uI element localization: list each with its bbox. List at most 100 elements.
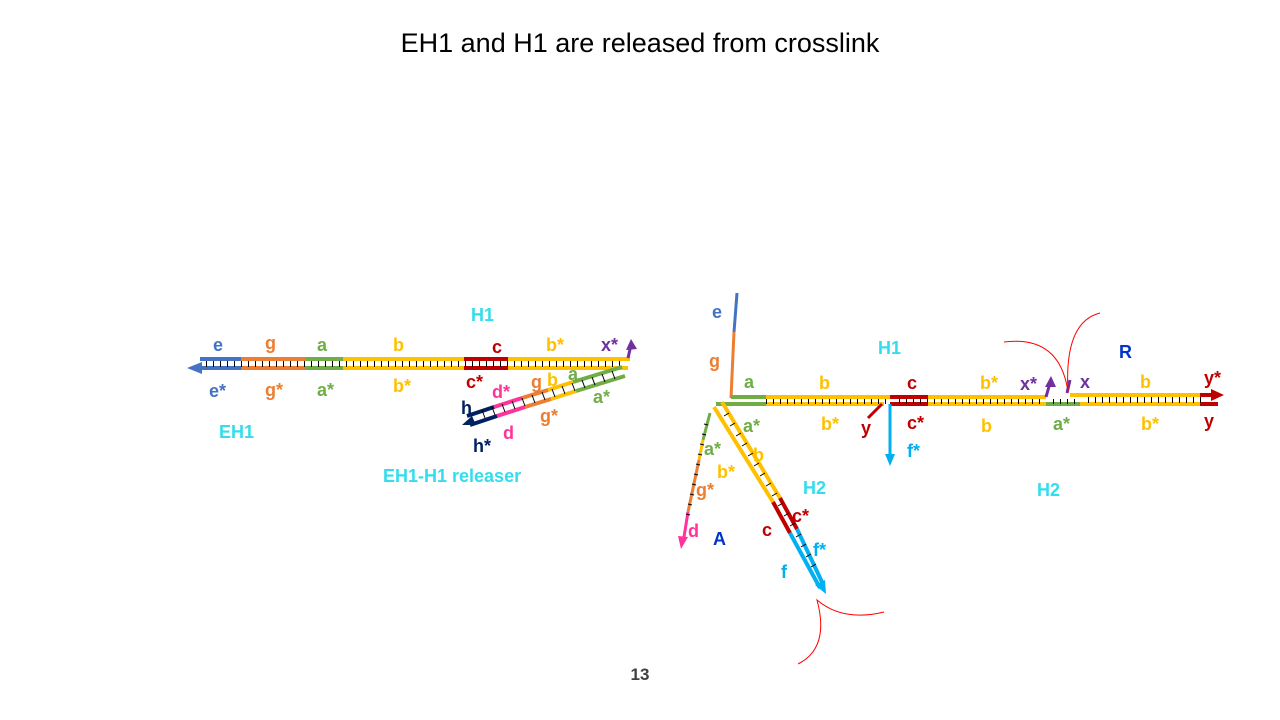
left-duplex-ticks bbox=[205, 361, 625, 367]
right-duplex-ticks-3 bbox=[1050, 399, 1080, 404]
H2-right-b bbox=[720, 400, 782, 500]
H2-cstar-label: c* bbox=[792, 506, 809, 526]
arc-bottom bbox=[797, 598, 885, 665]
A-bstar-label: b* bbox=[717, 462, 735, 482]
right-y-label: y bbox=[861, 418, 871, 438]
right-b2-label: b bbox=[1140, 372, 1151, 392]
releaser-top-a bbox=[572, 365, 623, 384]
right-xstar-label: x* bbox=[1020, 374, 1037, 394]
eh1-label: EH1 bbox=[219, 422, 254, 442]
A-gstar bbox=[686, 459, 701, 513]
left-b-label: b bbox=[393, 335, 404, 355]
right-y-hook bbox=[866, 402, 884, 420]
right-bstar3-label: b* bbox=[1141, 414, 1159, 434]
right-astar-label: a* bbox=[743, 416, 760, 436]
H2-fstar-label: f* bbox=[813, 540, 826, 560]
arc-top-right bbox=[1067, 312, 1101, 393]
H2-left-c bbox=[771, 501, 792, 534]
H2-left-f bbox=[788, 532, 822, 589]
right-complex: e g a b H1 c b* x* x b y* R a* b* y c* b… bbox=[678, 292, 1224, 665]
H2-left-b bbox=[712, 405, 775, 504]
H2-label-right: H2 bbox=[1037, 480, 1060, 500]
releaser-dstar-label: d* bbox=[492, 382, 510, 402]
A-astar bbox=[701, 412, 712, 441]
left-bstar-label: b* bbox=[546, 335, 564, 355]
right-bstar-label: b* bbox=[980, 373, 998, 393]
left-xstar-label: x* bbox=[601, 335, 618, 355]
releaser-hstar-label: h* bbox=[473, 436, 491, 456]
right-y-star-arrow bbox=[1211, 389, 1224, 401]
left-g-label: g bbox=[265, 333, 276, 353]
releaser-bot-d bbox=[496, 405, 526, 418]
right-e-strand bbox=[732, 292, 739, 333]
right-cstar-label: c* bbox=[907, 413, 924, 433]
H2-ticks bbox=[723, 412, 817, 568]
slide-title: EH1 and H1 are released from crosslink bbox=[400, 28, 880, 58]
page-number: 13 bbox=[631, 665, 650, 684]
right-R-ticks bbox=[1082, 397, 1204, 403]
right-b3-label: b bbox=[981, 416, 992, 436]
right-a-label: a bbox=[744, 372, 755, 392]
H2-f-label: f bbox=[781, 562, 788, 582]
right-b-label: b bbox=[819, 373, 830, 393]
left-c-label: c bbox=[492, 337, 502, 357]
H2-label-left: H2 bbox=[803, 478, 826, 498]
releaser-bot-b bbox=[550, 389, 577, 401]
A-astar-label: a* bbox=[704, 439, 721, 459]
left-x-star-arrow bbox=[626, 339, 637, 350]
releaser-ticks bbox=[481, 370, 616, 419]
A-d bbox=[682, 511, 690, 538]
releaser-top-g bbox=[521, 388, 549, 400]
A-bstar bbox=[697, 439, 705, 461]
arc-top-left bbox=[1003, 340, 1069, 393]
right-astar2-label: a* bbox=[1053, 414, 1070, 434]
releaser-name-label: EH1-H1 releaser bbox=[383, 466, 521, 486]
right-c-label: c bbox=[907, 373, 917, 393]
right-ystar-label: y* bbox=[1204, 368, 1221, 388]
A-gstar-label: g* bbox=[696, 480, 714, 500]
releaser-h-label: h bbox=[461, 398, 472, 418]
right-x-label: x bbox=[1080, 372, 1090, 392]
right-bstar2-label: b* bbox=[821, 414, 839, 434]
releaser-bot-gstar bbox=[524, 397, 552, 409]
releaser-arrow-h bbox=[462, 416, 476, 425]
right-duplex-ticks-2 bbox=[895, 399, 1045, 404]
releaser-top-b bbox=[547, 380, 574, 392]
releaser-gstar-label: g* bbox=[540, 406, 558, 426]
right-x-star-arrow bbox=[1045, 376, 1056, 387]
left-cstar-label: c* bbox=[466, 372, 483, 392]
left-bstar2-label: b* bbox=[393, 376, 411, 396]
left-a-label: a bbox=[317, 335, 328, 355]
releaser-a-label: a bbox=[568, 364, 579, 384]
left-gstar-label: g* bbox=[265, 380, 283, 400]
right-duplex-ticks-1 bbox=[766, 399, 886, 404]
H2-c-label: c bbox=[762, 520, 772, 540]
right-f-star-arrow bbox=[885, 454, 895, 466]
left-complex: H1 e g a b c b* x* e* g* a* b* c* d* g b… bbox=[187, 305, 637, 486]
left-h1-label: H1 bbox=[471, 305, 494, 325]
releaser-bot-astar bbox=[575, 374, 626, 393]
A-ticks bbox=[685, 423, 709, 516]
H2-right-f bbox=[795, 528, 824, 583]
releaser-top-dstar bbox=[493, 396, 523, 409]
releaser-d-label: d bbox=[503, 423, 514, 443]
right-fstar-label: f* bbox=[907, 441, 920, 461]
releaser-astar-label: a* bbox=[593, 387, 610, 407]
A-label: A bbox=[713, 529, 726, 549]
right-g-strand bbox=[729, 331, 736, 399]
H2-b-label: b bbox=[753, 445, 764, 465]
right-e-label: e bbox=[712, 302, 722, 322]
H2-arrow bbox=[815, 580, 826, 594]
A-d-label: d bbox=[688, 521, 699, 541]
right-g-label: g bbox=[709, 351, 720, 371]
A-arrow bbox=[678, 536, 688, 549]
releaser-top-h bbox=[466, 405, 495, 418]
left-astar-label: a* bbox=[317, 380, 334, 400]
right-y2-label: y bbox=[1204, 411, 1214, 431]
right-h1-label: H1 bbox=[878, 338, 901, 358]
left-estar-label: e* bbox=[209, 381, 226, 401]
left-arrow-e bbox=[187, 362, 202, 374]
releaser-b-label: b bbox=[547, 370, 558, 390]
releaser-g-label: g bbox=[531, 372, 542, 392]
